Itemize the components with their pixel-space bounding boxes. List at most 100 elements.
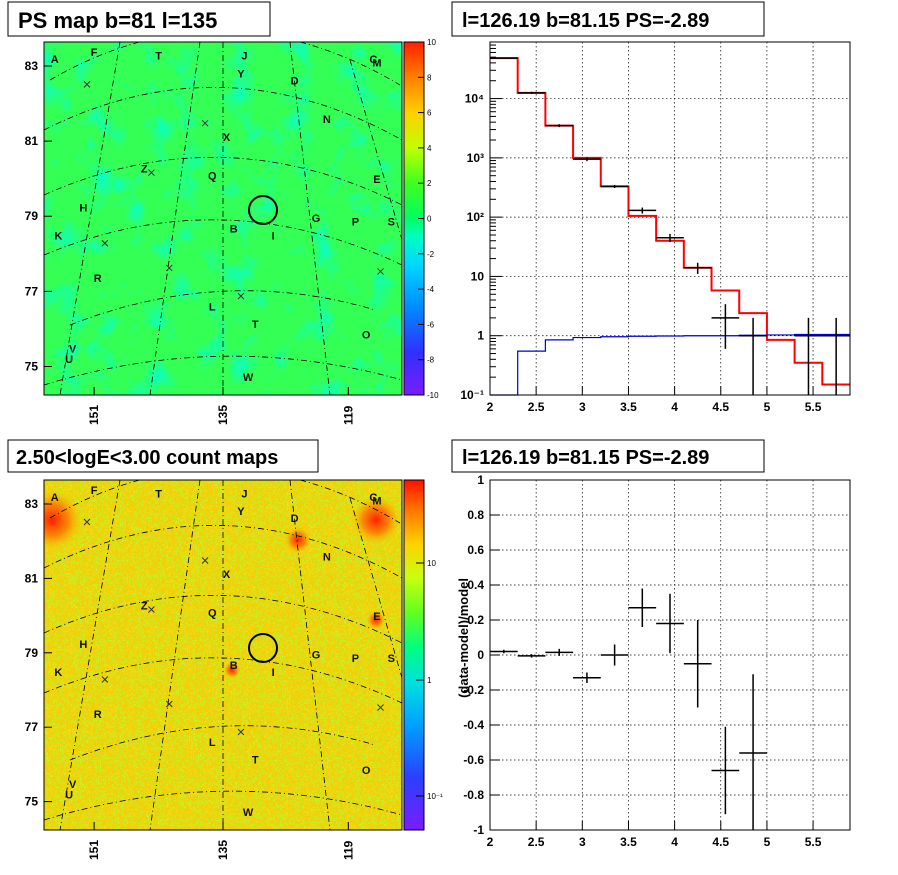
residual-x-tick-label: 3.5 bbox=[620, 835, 637, 849]
residual-x-tick-label: 4.5 bbox=[712, 835, 729, 849]
source-label-d: D bbox=[291, 513, 299, 525]
spectrum-y-tick-label: 10⁴ bbox=[465, 92, 484, 106]
source-label-x: X bbox=[223, 569, 231, 581]
spectrum-x-tick-label: 4.5 bbox=[712, 400, 729, 414]
source-label-l: L bbox=[209, 737, 216, 749]
source-label-y: Y bbox=[237, 506, 245, 518]
ps-colorbar-label: 2 bbox=[427, 179, 432, 188]
residual-y-tick-label: -0.2 bbox=[463, 683, 484, 697]
source-label-x: X bbox=[223, 132, 231, 144]
source-x-marker bbox=[101, 676, 109, 683]
source-x-marker bbox=[201, 119, 209, 127]
source-label-p: P bbox=[352, 217, 359, 229]
source-label-u: U bbox=[65, 354, 73, 366]
residual-title: l=126.19 b=81.15 PS=-2.89 bbox=[462, 447, 709, 469]
x-tick-135: 135 bbox=[216, 840, 230, 860]
ps-colorbar-label: -8 bbox=[427, 356, 435, 365]
source-x-marker bbox=[237, 292, 245, 300]
residual-x-tick-label: 2.5 bbox=[528, 835, 545, 849]
y-tick-79: 79 bbox=[25, 209, 39, 223]
source-x-marker bbox=[83, 518, 91, 526]
source-label-q: Q bbox=[208, 608, 217, 620]
spectrum-x-tick-label: 3 bbox=[579, 400, 586, 414]
residual-y-tick-label: 0.2 bbox=[467, 613, 484, 627]
x-tick-151: 151 bbox=[87, 405, 101, 425]
source-label-w: W bbox=[243, 807, 254, 819]
residual-y-tick-label: 0.8 bbox=[467, 508, 484, 522]
ps-colorbar-ticks: -10 -8 -6 -4 -2 0 2 4 6 8 10 bbox=[418, 38, 439, 400]
y-tick-81: 81 bbox=[25, 134, 39, 148]
source-label-j: J bbox=[241, 489, 247, 501]
count-map-x-ticks: 151 135 119 bbox=[87, 822, 355, 860]
ps-colorbar-label: -6 bbox=[427, 320, 435, 329]
hotspot-b bbox=[223, 661, 241, 679]
spectrum-grid bbox=[489, 42, 850, 396]
source-label-b: B bbox=[230, 224, 238, 236]
source-label-c: C bbox=[369, 54, 377, 66]
source-x-marker bbox=[165, 700, 173, 708]
residual-x-tick-label: 4 bbox=[671, 835, 678, 849]
source-label-a: A bbox=[51, 54, 59, 66]
spectrum-x-tick-label: 4 bbox=[671, 400, 678, 414]
source-label-t: T bbox=[155, 489, 162, 501]
count-map-source-labels: A F T J CM Y D N X Z Q E H G P S B I K R L T O VU W bbox=[51, 485, 395, 819]
count-map-graticule bbox=[44, 480, 402, 830]
y-tick-83: 83 bbox=[25, 497, 39, 511]
target-circle bbox=[248, 195, 278, 225]
ps-map-texture bbox=[44, 42, 402, 395]
source-x-marker bbox=[237, 728, 245, 736]
residual-y-tick-label: 1 bbox=[477, 473, 484, 487]
source-label-r: R bbox=[94, 273, 102, 285]
source-label-h: H bbox=[79, 202, 87, 214]
hotspot-e bbox=[366, 610, 386, 630]
x-tick-135: 135 bbox=[216, 405, 230, 425]
source-label-y: Y bbox=[237, 68, 245, 80]
source-label-c: C bbox=[369, 492, 377, 504]
residual-ticks: 2 2.5 3 3.5 4 4.5 5 5.5 -1 -0.8 -0.6 -0.4 -0.2 0 0.2 0.… bbox=[463, 473, 821, 849]
hotspot-d bbox=[284, 526, 312, 554]
source-x-marker bbox=[377, 268, 384, 275]
y-tick-79: 79 bbox=[25, 646, 39, 660]
residual-y-tick-label: -1 bbox=[473, 823, 484, 837]
y-tick-77: 77 bbox=[25, 284, 39, 298]
source-label-k: K bbox=[54, 231, 62, 243]
residual-y-tick-label: 0 bbox=[477, 648, 484, 662]
source-x-marker bbox=[165, 264, 173, 272]
ps-colorbar-label: 8 bbox=[427, 73, 432, 82]
source-label-m: M bbox=[372, 496, 381, 508]
residual-x-tick-label: 5 bbox=[764, 835, 771, 849]
spectrum-series bbox=[490, 57, 850, 396]
source-x-marker bbox=[148, 606, 155, 613]
spectrum-y-tick-label: 10³ bbox=[467, 151, 484, 165]
source-label-i: I bbox=[272, 231, 275, 243]
count-map-title: 2.50<logE<3.00 count maps bbox=[16, 447, 278, 469]
source-label-n: N bbox=[323, 114, 331, 126]
x-tick-151: 151 bbox=[87, 840, 101, 860]
residual-y-tick-label: 0.6 bbox=[467, 543, 484, 557]
source-x-marker bbox=[377, 704, 384, 711]
source-x-marker bbox=[101, 239, 109, 247]
spectrum-y-tick-label: 10 bbox=[471, 269, 485, 283]
source-label-t: T bbox=[252, 755, 259, 767]
spectrum-x-tick-label: 2.5 bbox=[528, 400, 545, 414]
residual-y-tick-label: -0.8 bbox=[463, 788, 484, 802]
ps-colorbar-label: -10 bbox=[427, 391, 439, 400]
source-label-t: T bbox=[252, 319, 259, 331]
ps-map-panel: A F T J CM Y D N X Z Q E H G P S B I K R L T O VU W -10 -8 -6 -4 -2 0… bbox=[7, 1, 439, 425]
residual-panel: 2 2.5 3 3.5 4 4.5 5 5.5 -1 -0.8 -0.6 -0.4 -0.2 0 0.2 0.… bbox=[451, 439, 851, 849]
ps-map-x-ticks: 151 135 119 bbox=[87, 387, 355, 425]
spectrum-panel: 2 2.5 3 3.5 4 4.5 5 5.5 10⁻¹ 1 10 10² 10³ 10⁴ l=126.1… bbox=[451, 1, 851, 414]
ps-colorbar bbox=[404, 42, 424, 395]
ps-map-title: PS map b=81 l=135 bbox=[18, 8, 217, 33]
residual-series bbox=[490, 588, 767, 830]
count-map-title-box bbox=[7, 439, 319, 473]
source-label-d: D bbox=[291, 75, 299, 87]
x-tick-119: 119 bbox=[341, 840, 355, 860]
y-tick-83: 83 bbox=[25, 59, 39, 73]
source-label-l: L bbox=[209, 301, 216, 313]
source-label-v: V bbox=[69, 779, 77, 791]
ps-map-graticule bbox=[44, 42, 402, 395]
source-label-h: H bbox=[79, 639, 87, 651]
source-label-v: V bbox=[69, 344, 77, 356]
